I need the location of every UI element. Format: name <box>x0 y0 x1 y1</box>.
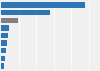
Bar <box>1 25 9 31</box>
Bar <box>1 2 85 8</box>
Bar <box>1 56 5 61</box>
Bar <box>1 40 7 46</box>
Bar <box>1 18 18 23</box>
Bar <box>1 10 50 15</box>
Bar <box>1 48 6 53</box>
Bar <box>1 33 8 38</box>
Bar <box>1 63 4 69</box>
